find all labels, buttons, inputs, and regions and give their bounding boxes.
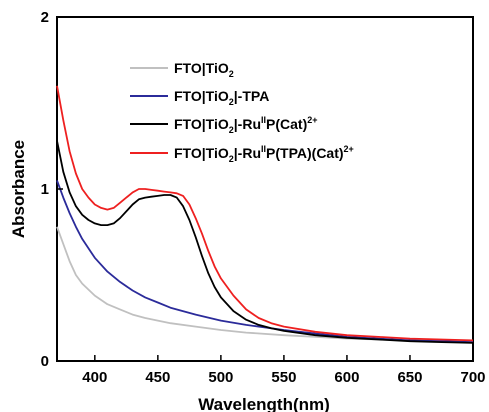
series-line-1 bbox=[56, 226, 474, 343]
x-tick-label: 700 bbox=[460, 369, 485, 386]
legend-label-3: FTO|TiO2|-RuIIP(Cat)2+ bbox=[174, 115, 318, 135]
legend-label-1: FTO|TiO2 bbox=[174, 60, 234, 79]
y-axis-title: Absorbance bbox=[9, 140, 28, 238]
x-tick-label: 500 bbox=[208, 369, 233, 386]
x-tick-label: 650 bbox=[397, 369, 422, 386]
x-tick-label: 400 bbox=[82, 369, 107, 386]
x-tick-label: 600 bbox=[334, 369, 359, 386]
legend-label-2: FTO|TiO2|-TPA bbox=[174, 88, 269, 107]
x-tick-label: 450 bbox=[145, 369, 170, 386]
series-line-3 bbox=[56, 140, 474, 344]
series-line-4 bbox=[56, 85, 474, 342]
legend-label-4: FTO|TiO2|-RuIIP(TPA)(Cat)2+ bbox=[174, 144, 354, 164]
series-line-2 bbox=[56, 180, 474, 343]
ticks-layer: 400 450 500 550 600 650 700 0 1 2 bbox=[41, 9, 486, 386]
x-axis-title: Wavelength(nm) bbox=[198, 395, 330, 412]
y-tick-label: 2 bbox=[41, 9, 49, 26]
series-layer bbox=[56, 85, 474, 344]
x-tick-label: 550 bbox=[271, 369, 296, 386]
legend: FTO|TiO2 FTO|TiO2|-TPA FTO|TiO2|-RuIIP(Cat… bbox=[130, 60, 354, 164]
y-tick-label: 1 bbox=[41, 181, 49, 198]
y-tick-label: 0 bbox=[41, 353, 49, 370]
